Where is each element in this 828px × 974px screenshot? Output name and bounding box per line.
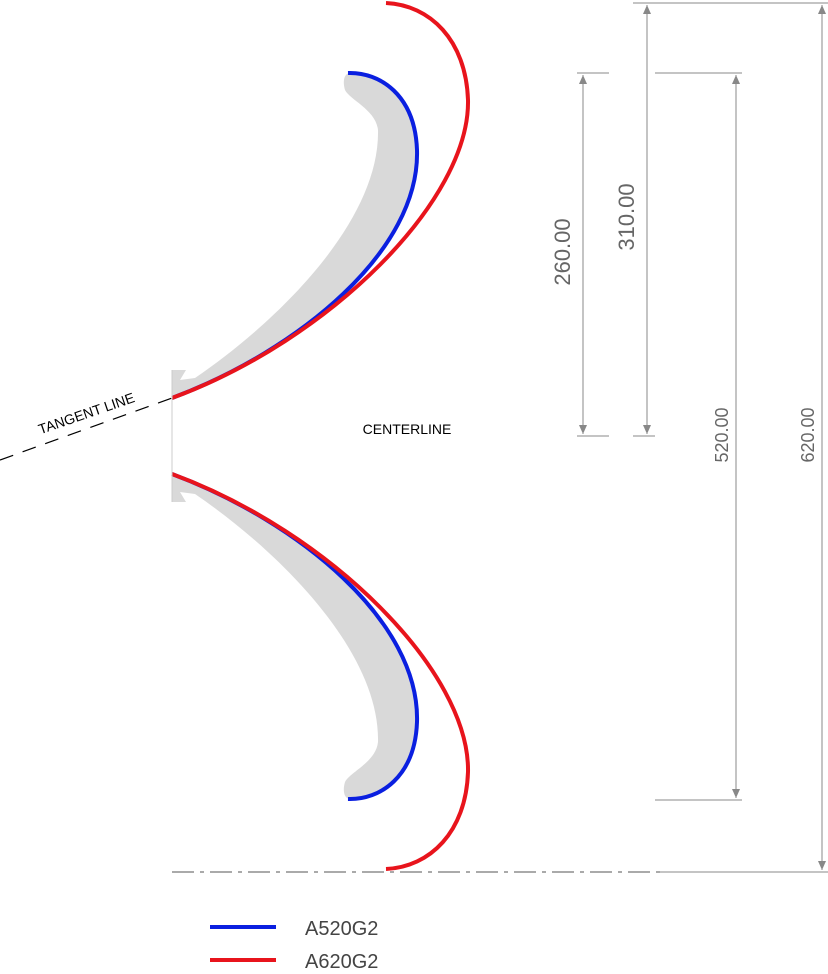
tangent-line	[0, 397, 173, 461]
centerline-label: CENTERLINE	[363, 421, 452, 437]
dimension-label: 620.00	[798, 407, 818, 462]
tangent-label: TANGENT LINE	[36, 389, 136, 437]
dimension-label: 520.00	[712, 407, 732, 462]
legend: A520G2 A620G2	[210, 918, 378, 973]
dimension-label: 310.00	[614, 183, 639, 250]
legend-label: A520G2	[305, 918, 378, 940]
lower-profile	[170, 434, 471, 871]
dimension-label: 260.00	[550, 218, 575, 285]
legend-label: A620G2	[305, 951, 378, 973]
upper-profile	[170, 1, 471, 438]
